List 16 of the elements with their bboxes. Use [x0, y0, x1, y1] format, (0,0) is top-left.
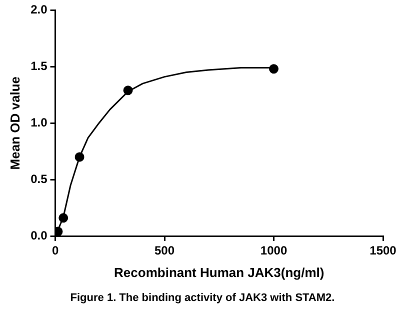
y-tick-label: 2.0: [30, 2, 48, 17]
caption: Figure 1. The binding activity of JAK3 with STAM2.: [69, 292, 336, 304]
x-axis-title: Recombinant Human JAK3(ng/ml): [114, 264, 324, 280]
point: [74, 152, 84, 162]
y-axis-title: Mean OD value: [7, 76, 22, 170]
y-tick-label: 0.5: [30, 172, 48, 186]
point: [123, 86, 133, 96]
point: [269, 64, 279, 74]
y-tick-label: 0.0: [30, 228, 48, 242]
x-tick-label: 1500: [370, 244, 397, 258]
y-tick-label: 1.5: [30, 58, 48, 73]
x-tick-label: 0: [52, 244, 59, 258]
point: [58, 213, 68, 223]
y-tick-label: 1.0: [30, 115, 48, 130]
x-tick-label: 1000: [260, 244, 288, 258]
x-tick-label: 500: [154, 244, 175, 258]
